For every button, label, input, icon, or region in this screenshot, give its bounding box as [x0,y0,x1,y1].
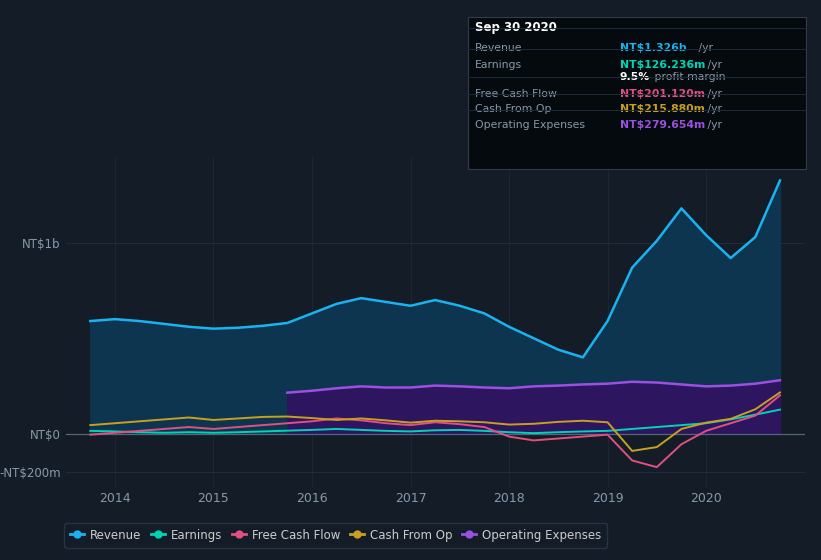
Text: /yr: /yr [704,120,722,130]
Text: Sep 30 2020: Sep 30 2020 [475,21,557,35]
Text: Cash From Op: Cash From Op [475,104,551,114]
Text: NT$201.120m: NT$201.120m [620,88,705,99]
Text: NT$1.326b: NT$1.326b [620,43,686,53]
Text: Operating Expenses: Operating Expenses [475,120,585,130]
Text: /yr: /yr [695,43,713,53]
Text: Revenue: Revenue [475,43,522,53]
Text: Free Cash Flow: Free Cash Flow [475,88,557,99]
Text: NT$126.236m: NT$126.236m [620,59,705,69]
Text: 9.5%: 9.5% [620,72,650,82]
Text: /yr: /yr [704,88,722,99]
Text: NT$279.654m: NT$279.654m [620,120,705,130]
Text: Earnings: Earnings [475,59,521,69]
Legend: Revenue, Earnings, Free Cash Flow, Cash From Op, Operating Expenses: Revenue, Earnings, Free Cash Flow, Cash … [64,523,607,548]
Text: profit margin: profit margin [651,72,726,82]
Text: /yr: /yr [704,104,722,114]
Text: NT$215.880m: NT$215.880m [620,104,704,114]
Text: /yr: /yr [704,59,722,69]
